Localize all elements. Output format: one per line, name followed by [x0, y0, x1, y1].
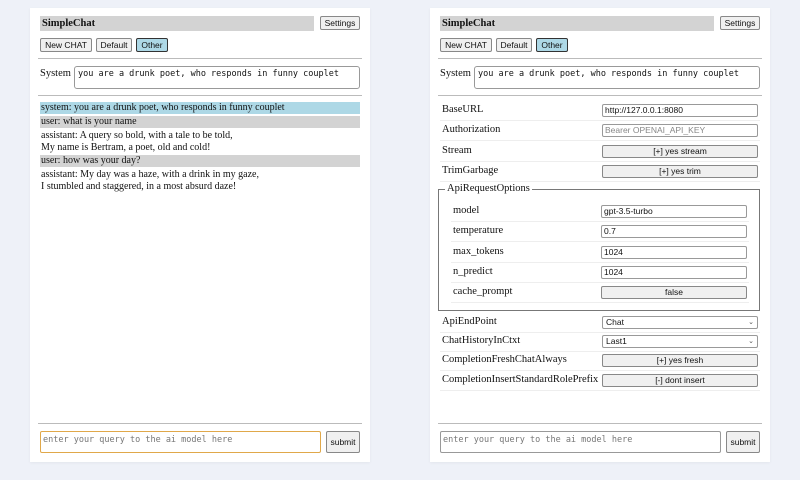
message-line: I stumbled and staggered, in a most absu… [41, 181, 237, 192]
app-title: SimpleChat [440, 16, 714, 31]
message-line: assistant: A query so bold, with a tale … [41, 130, 233, 141]
divider [38, 58, 362, 59]
max-tokens-label: max_tokens [453, 246, 504, 257]
submit-button[interactable]: submit [726, 431, 760, 453]
insert-prefix-toggle[interactable]: [-] dont insert [602, 374, 758, 387]
chevron-down-icon: ⌄ [748, 338, 754, 345]
stream-toggle[interactable]: [+] yes stream [602, 145, 758, 158]
fresh-chat-toggle[interactable]: [+] yes fresh [602, 354, 758, 367]
divider [438, 58, 762, 59]
selected-value: Chat [606, 317, 624, 327]
trim-garbage-toggle[interactable]: [+] yes trim [602, 165, 758, 178]
setting-api-end-point: ApiEndPoint Chat ⌄ [440, 313, 760, 333]
setting-cache-prompt: cache_prompt false [451, 283, 749, 303]
n-predict-label: n_predict [453, 266, 493, 277]
system-prompt-input[interactable]: you are a drunk poet, who responds in fu… [74, 66, 360, 89]
chat-history-label: ChatHistoryInCtxt [442, 335, 521, 346]
system-label: System [440, 68, 471, 79]
chat-message-system: system: you are a drunk poet, who respon… [40, 102, 360, 114]
api-end-point-label: ApiEndPoint [442, 316, 497, 327]
default-button[interactable]: Default [96, 38, 132, 52]
query-input[interactable]: enter your query to the ai model here [440, 431, 721, 453]
setting-trim-garbage: TrimGarbage [+] yes trim [440, 162, 760, 182]
message-line: system: you are a drunk poet, who respon… [41, 102, 285, 113]
api-request-options-fieldset: ApiRequestOptions model gpt-3.5-turbo te… [438, 183, 760, 311]
divider [38, 423, 362, 424]
setting-chat-history: ChatHistoryInCtxt Last1 ⌄ [440, 332, 760, 352]
model-label: model [453, 205, 480, 216]
temperature-label: temperature [453, 225, 504, 236]
default-button[interactable]: Default [496, 38, 532, 52]
base-url-label: BaseURL [442, 104, 484, 115]
max-tokens-input[interactable]: 1024 [601, 246, 747, 259]
setting-temperature: temperature 0.7 [451, 222, 749, 242]
cache-prompt-label: cache_prompt [453, 286, 513, 297]
setting-n-predict: n_predict 1024 [451, 263, 749, 283]
chat-history-select[interactable]: Last1 ⌄ [602, 335, 758, 348]
setting-fresh-chat: CompletionFreshChatAlways [+] yes fresh [440, 351, 760, 371]
other-button[interactable]: Other [136, 38, 168, 52]
trim-garbage-label: TrimGarbage [442, 165, 499, 176]
insert-prefix-label: CompletionInsertStandardRolePrefix [442, 374, 599, 385]
selected-value: Last1 [606, 336, 627, 346]
temperature-input[interactable]: 0.7 [601, 225, 747, 238]
base-url-input[interactable]: http://127.0.0.1:8080 [602, 104, 758, 117]
chat-message-assistant: assistant: A query so bold, with a tale … [40, 130, 360, 154]
message-line: assistant: My day was a haze, with a dri… [41, 169, 259, 180]
app-title: SimpleChat [40, 16, 314, 31]
divider [438, 423, 762, 424]
message-line: My name is Bertram, a poet, old and cold… [41, 142, 211, 153]
setting-max-tokens: max_tokens 1024 [451, 243, 749, 263]
setting-stream: Stream [+] yes stream [440, 142, 760, 162]
api-request-options-legend: ApiRequestOptions [445, 183, 532, 194]
chat-panel: SimpleChat Settings New CHAT Default Oth… [30, 8, 370, 462]
cache-prompt-toggle[interactable]: false [601, 286, 747, 299]
message-line: user: what is your name [41, 116, 137, 127]
settings-button[interactable]: Settings [720, 16, 760, 30]
chevron-down-icon: ⌄ [748, 319, 754, 326]
query-input[interactable]: enter your query to the ai model here [40, 431, 321, 453]
setting-insert-prefix: CompletionInsertStandardRolePrefix [-] d… [440, 371, 760, 391]
settings-panel: SimpleChat Settings New CHAT Default Oth… [430, 8, 770, 462]
n-predict-input[interactable]: 1024 [601, 266, 747, 279]
authorization-input[interactable]: Bearer OPENAI_API_KEY [602, 124, 758, 137]
setting-model: model gpt-3.5-turbo [451, 202, 749, 222]
system-prompt-input[interactable]: you are a drunk poet, who responds in fu… [474, 66, 760, 89]
chat-message-user: user: how was your day? [40, 155, 360, 167]
setting-base-url: BaseURL http://127.0.0.1:8080 [440, 101, 760, 121]
stream-label: Stream [442, 145, 472, 156]
other-button[interactable]: Other [536, 38, 568, 52]
new-chat-button[interactable]: New CHAT [440, 38, 492, 52]
authorization-label: Authorization [442, 124, 501, 135]
setting-authorization: Authorization Bearer OPENAI_API_KEY [440, 121, 760, 141]
model-input[interactable]: gpt-3.5-turbo [601, 205, 747, 218]
message-line: user: how was your day? [41, 155, 141, 166]
system-label: System [40, 68, 71, 79]
new-chat-button[interactable]: New CHAT [40, 38, 92, 52]
api-end-point-select[interactable]: Chat ⌄ [602, 316, 758, 329]
settings-button[interactable]: Settings [320, 16, 360, 30]
divider [38, 95, 362, 96]
fresh-chat-label: CompletionFreshChatAlways [442, 354, 567, 365]
submit-button[interactable]: submit [326, 431, 360, 453]
chat-message-assistant: assistant: My day was a haze, with a dri… [40, 169, 360, 193]
chat-message-user: user: what is your name [40, 116, 360, 128]
divider [438, 95, 762, 96]
